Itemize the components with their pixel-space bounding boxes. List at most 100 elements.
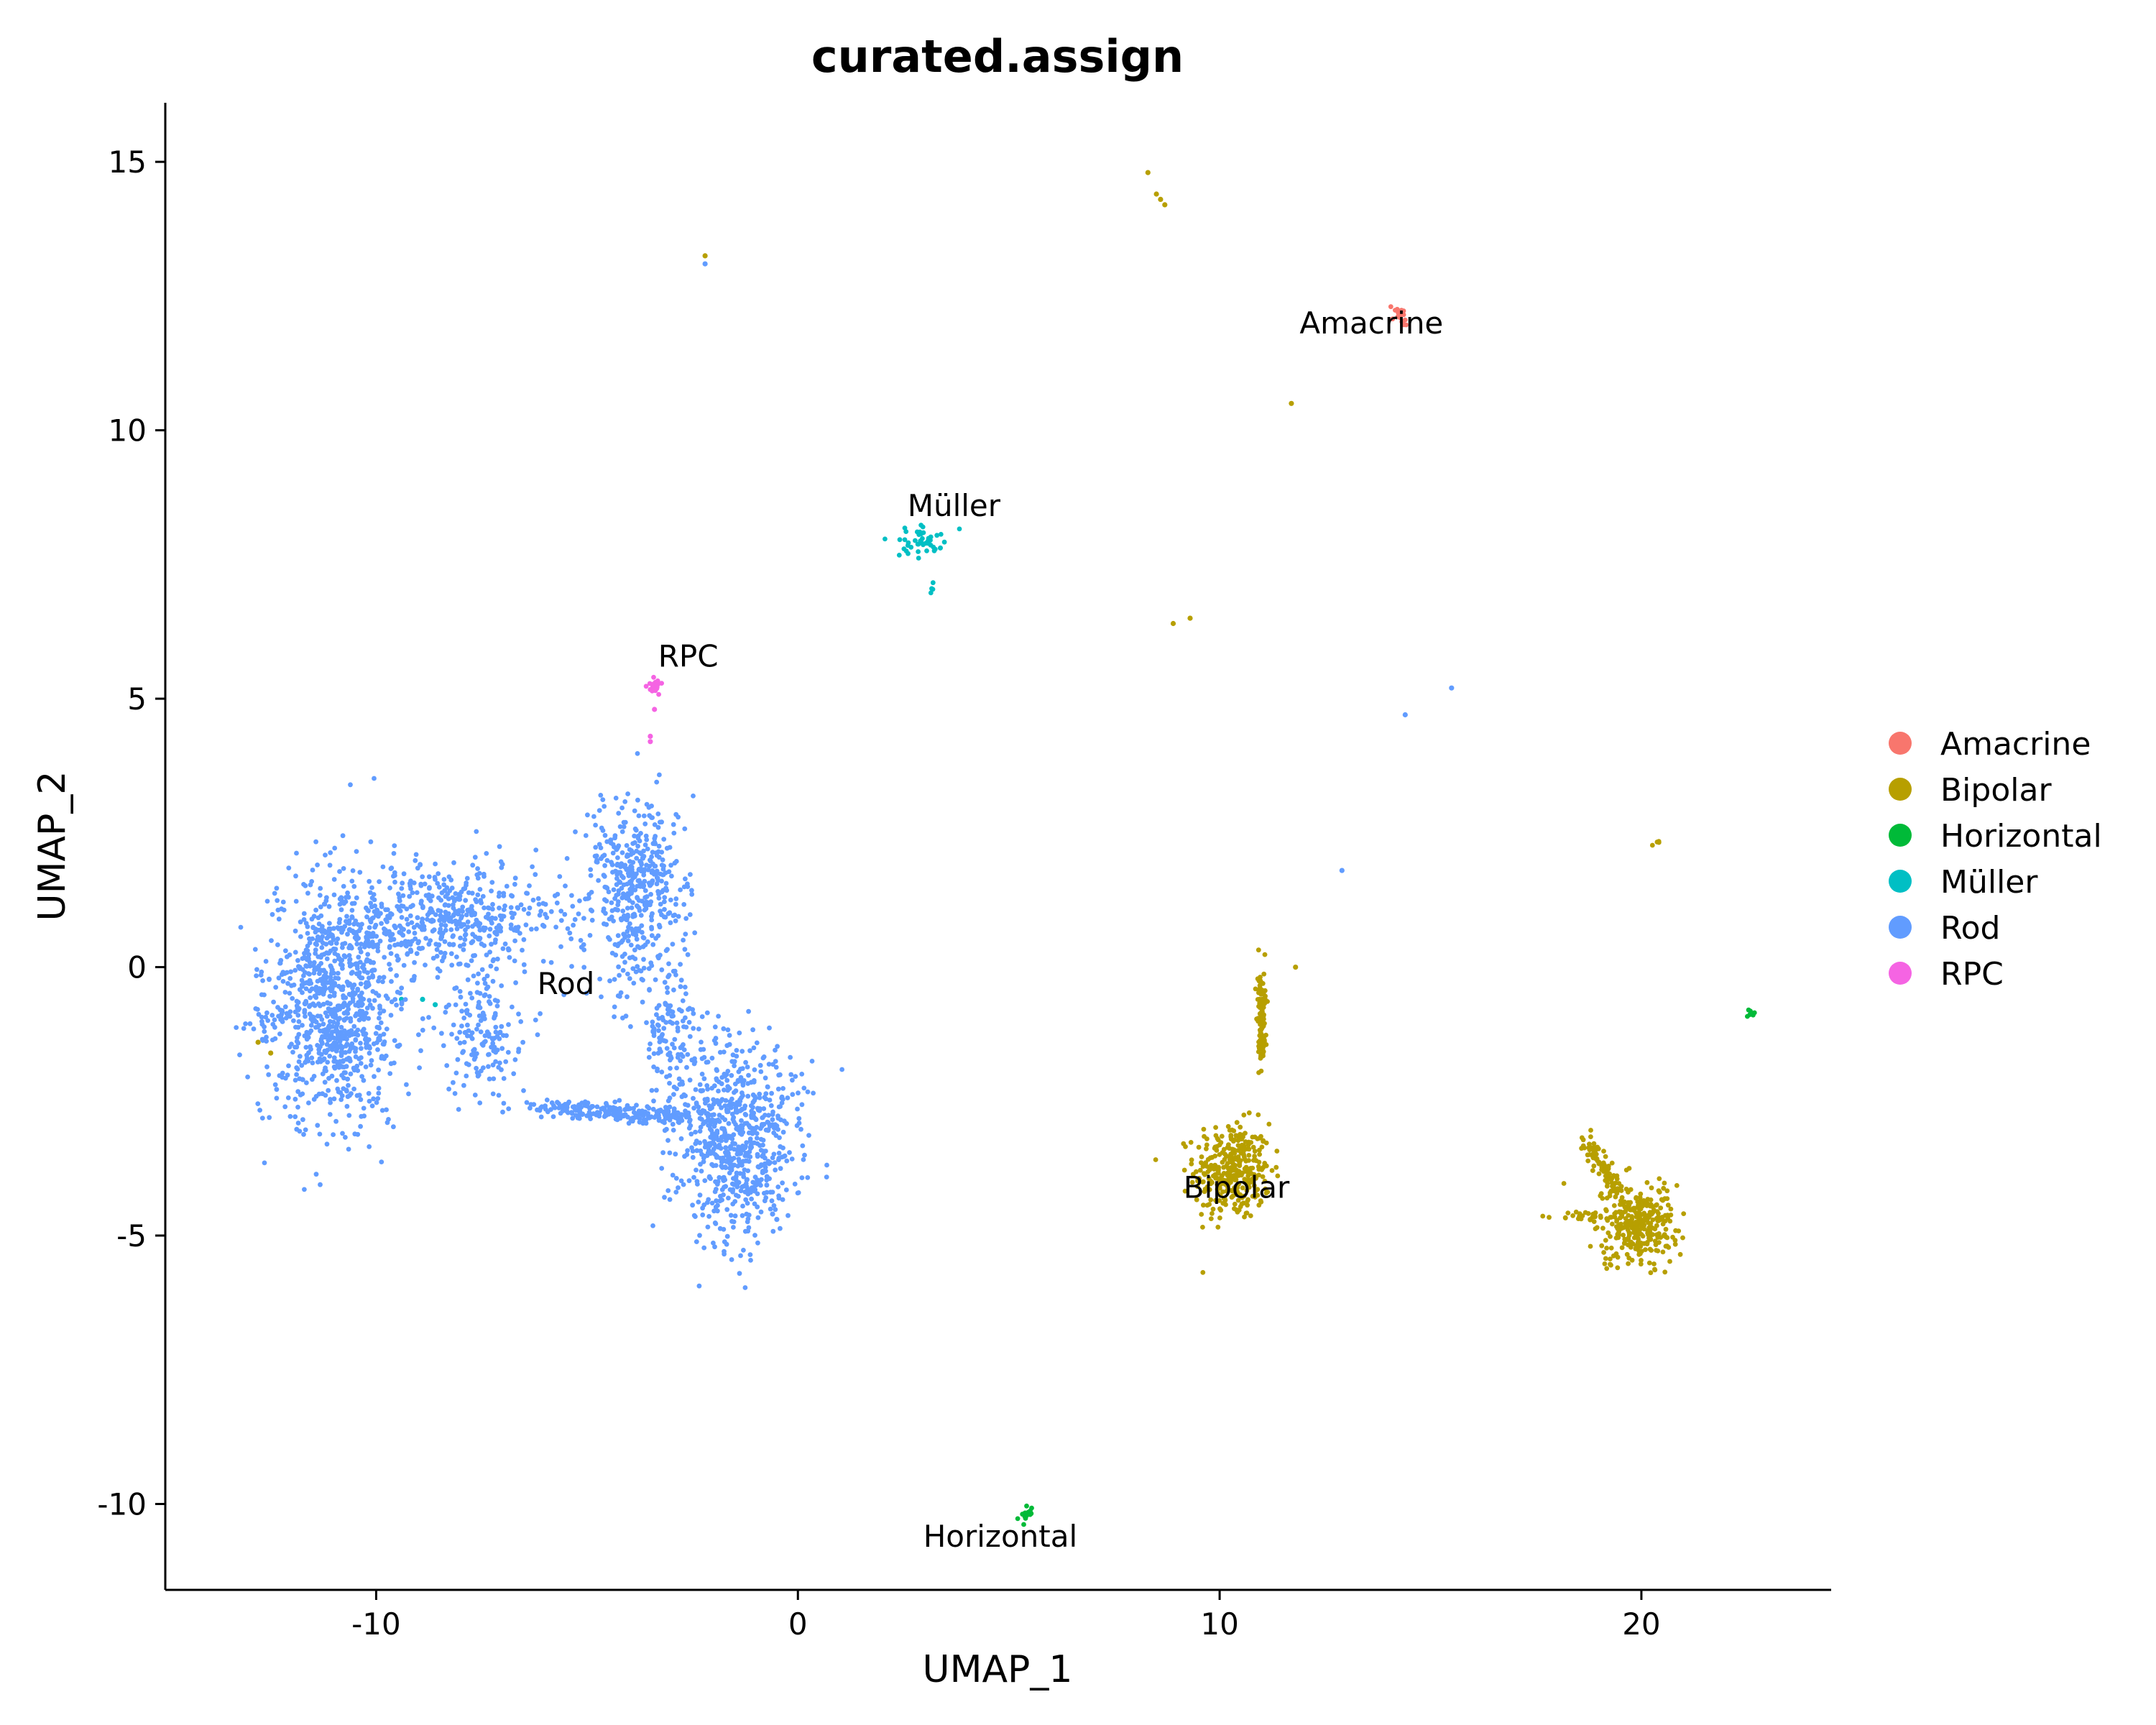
scatter-point (340, 833, 346, 839)
scatter-point (323, 1068, 328, 1074)
scatter-point (620, 908, 626, 914)
scatter-point (1604, 1183, 1610, 1189)
scatter-point (738, 1253, 743, 1259)
scatter-point (685, 1148, 690, 1154)
scatter-point (1390, 316, 1396, 322)
scatter-point (768, 1160, 773, 1165)
scatter-point (442, 888, 448, 893)
scatter-point (1585, 1211, 1591, 1216)
scatter-point (344, 1088, 349, 1094)
scatter-point (332, 1065, 338, 1071)
scatter-point (358, 926, 364, 931)
scatter-point (341, 1058, 346, 1063)
scatter-point (1751, 1012, 1756, 1018)
scatter-point (570, 1116, 576, 1121)
scatter-point (656, 1028, 661, 1034)
scatter-point (654, 881, 660, 887)
scatter-point (635, 883, 640, 889)
scatter-point (449, 962, 455, 968)
scatter-point (678, 1045, 683, 1051)
scatter-point (615, 933, 621, 939)
scatter-point (641, 813, 647, 819)
scatter-point (752, 1126, 757, 1132)
scatter-point (719, 1105, 724, 1110)
scatter-point (608, 840, 614, 846)
scatter-point (760, 1169, 766, 1175)
scatter-point (512, 938, 517, 944)
scatter-point (604, 1100, 609, 1106)
scatter-point (681, 1047, 687, 1052)
scatter-point (693, 1141, 699, 1146)
scatter-point (501, 891, 507, 896)
scatter-point (654, 1087, 659, 1093)
scatter-point (1224, 1188, 1230, 1194)
scatter-point (331, 937, 336, 942)
scatter-point (650, 878, 655, 884)
scatter-point (535, 896, 541, 901)
scatter-point (748, 1258, 753, 1263)
scatter-point (426, 874, 432, 880)
scatter-point (394, 1003, 399, 1008)
scatter-point (1649, 1185, 1654, 1191)
scatter-point (1162, 202, 1168, 208)
scatter-point (678, 1178, 684, 1184)
scatter-point (1195, 1177, 1201, 1182)
scatter-point (572, 916, 578, 922)
cluster-label: Amacrine (1299, 305, 1443, 341)
scatter-point (425, 916, 430, 922)
scatter-point (714, 1068, 719, 1073)
scatter-point (697, 1233, 702, 1238)
scatter-point (471, 953, 476, 959)
scatter-point (345, 1031, 351, 1036)
scatter-point (1212, 1144, 1218, 1150)
scatter-point (1235, 1157, 1240, 1163)
scatter-point (335, 1044, 341, 1050)
scatter-point (586, 892, 592, 897)
scatter-point (568, 936, 574, 942)
scatter-point (448, 927, 454, 932)
scatter-point (452, 986, 458, 991)
scatter-point (372, 1074, 377, 1080)
scatter-point (802, 1152, 807, 1158)
scatter-point (640, 978, 645, 983)
scatter-point (453, 1002, 459, 1008)
scatter-point (558, 944, 563, 949)
scatter-point (702, 1178, 708, 1183)
scatter-point (712, 1024, 718, 1030)
scatter-point (1655, 1248, 1661, 1254)
scatter-point (282, 971, 287, 976)
scatter-point (734, 1182, 740, 1188)
legend-key (1889, 916, 1912, 939)
scatter-point (404, 1082, 409, 1087)
scatter-point (375, 948, 381, 954)
scatter-point (741, 1171, 746, 1177)
scatter-point (774, 1217, 780, 1223)
scatter-point (619, 850, 625, 855)
scatter-point (1244, 1178, 1250, 1183)
scatter-point (662, 1195, 667, 1200)
scatter-point (489, 942, 494, 947)
scatter-point (689, 888, 694, 893)
scatter-point (664, 845, 670, 851)
scatter-point (1627, 1222, 1633, 1228)
scatter-point (938, 532, 944, 537)
scatter-point (615, 870, 621, 875)
scatter-point (260, 978, 265, 983)
scatter-point (1388, 304, 1393, 310)
scatter-point (789, 1156, 795, 1162)
scatter-point (1661, 1185, 1667, 1191)
scatter-point (490, 1041, 496, 1046)
scatter-point (521, 962, 527, 967)
scatter-point (678, 984, 683, 990)
scatter-point (714, 1154, 719, 1159)
scatter-point (333, 1048, 339, 1054)
scatter-point (719, 1138, 724, 1144)
scatter-point (286, 865, 292, 870)
scatter-point (451, 912, 456, 917)
scatter-point (1235, 1197, 1241, 1203)
scatter-point (326, 928, 331, 934)
scatter-point (635, 878, 641, 883)
scatter-point (356, 1092, 362, 1098)
scatter-point (399, 915, 405, 920)
scatter-point (305, 1058, 311, 1064)
